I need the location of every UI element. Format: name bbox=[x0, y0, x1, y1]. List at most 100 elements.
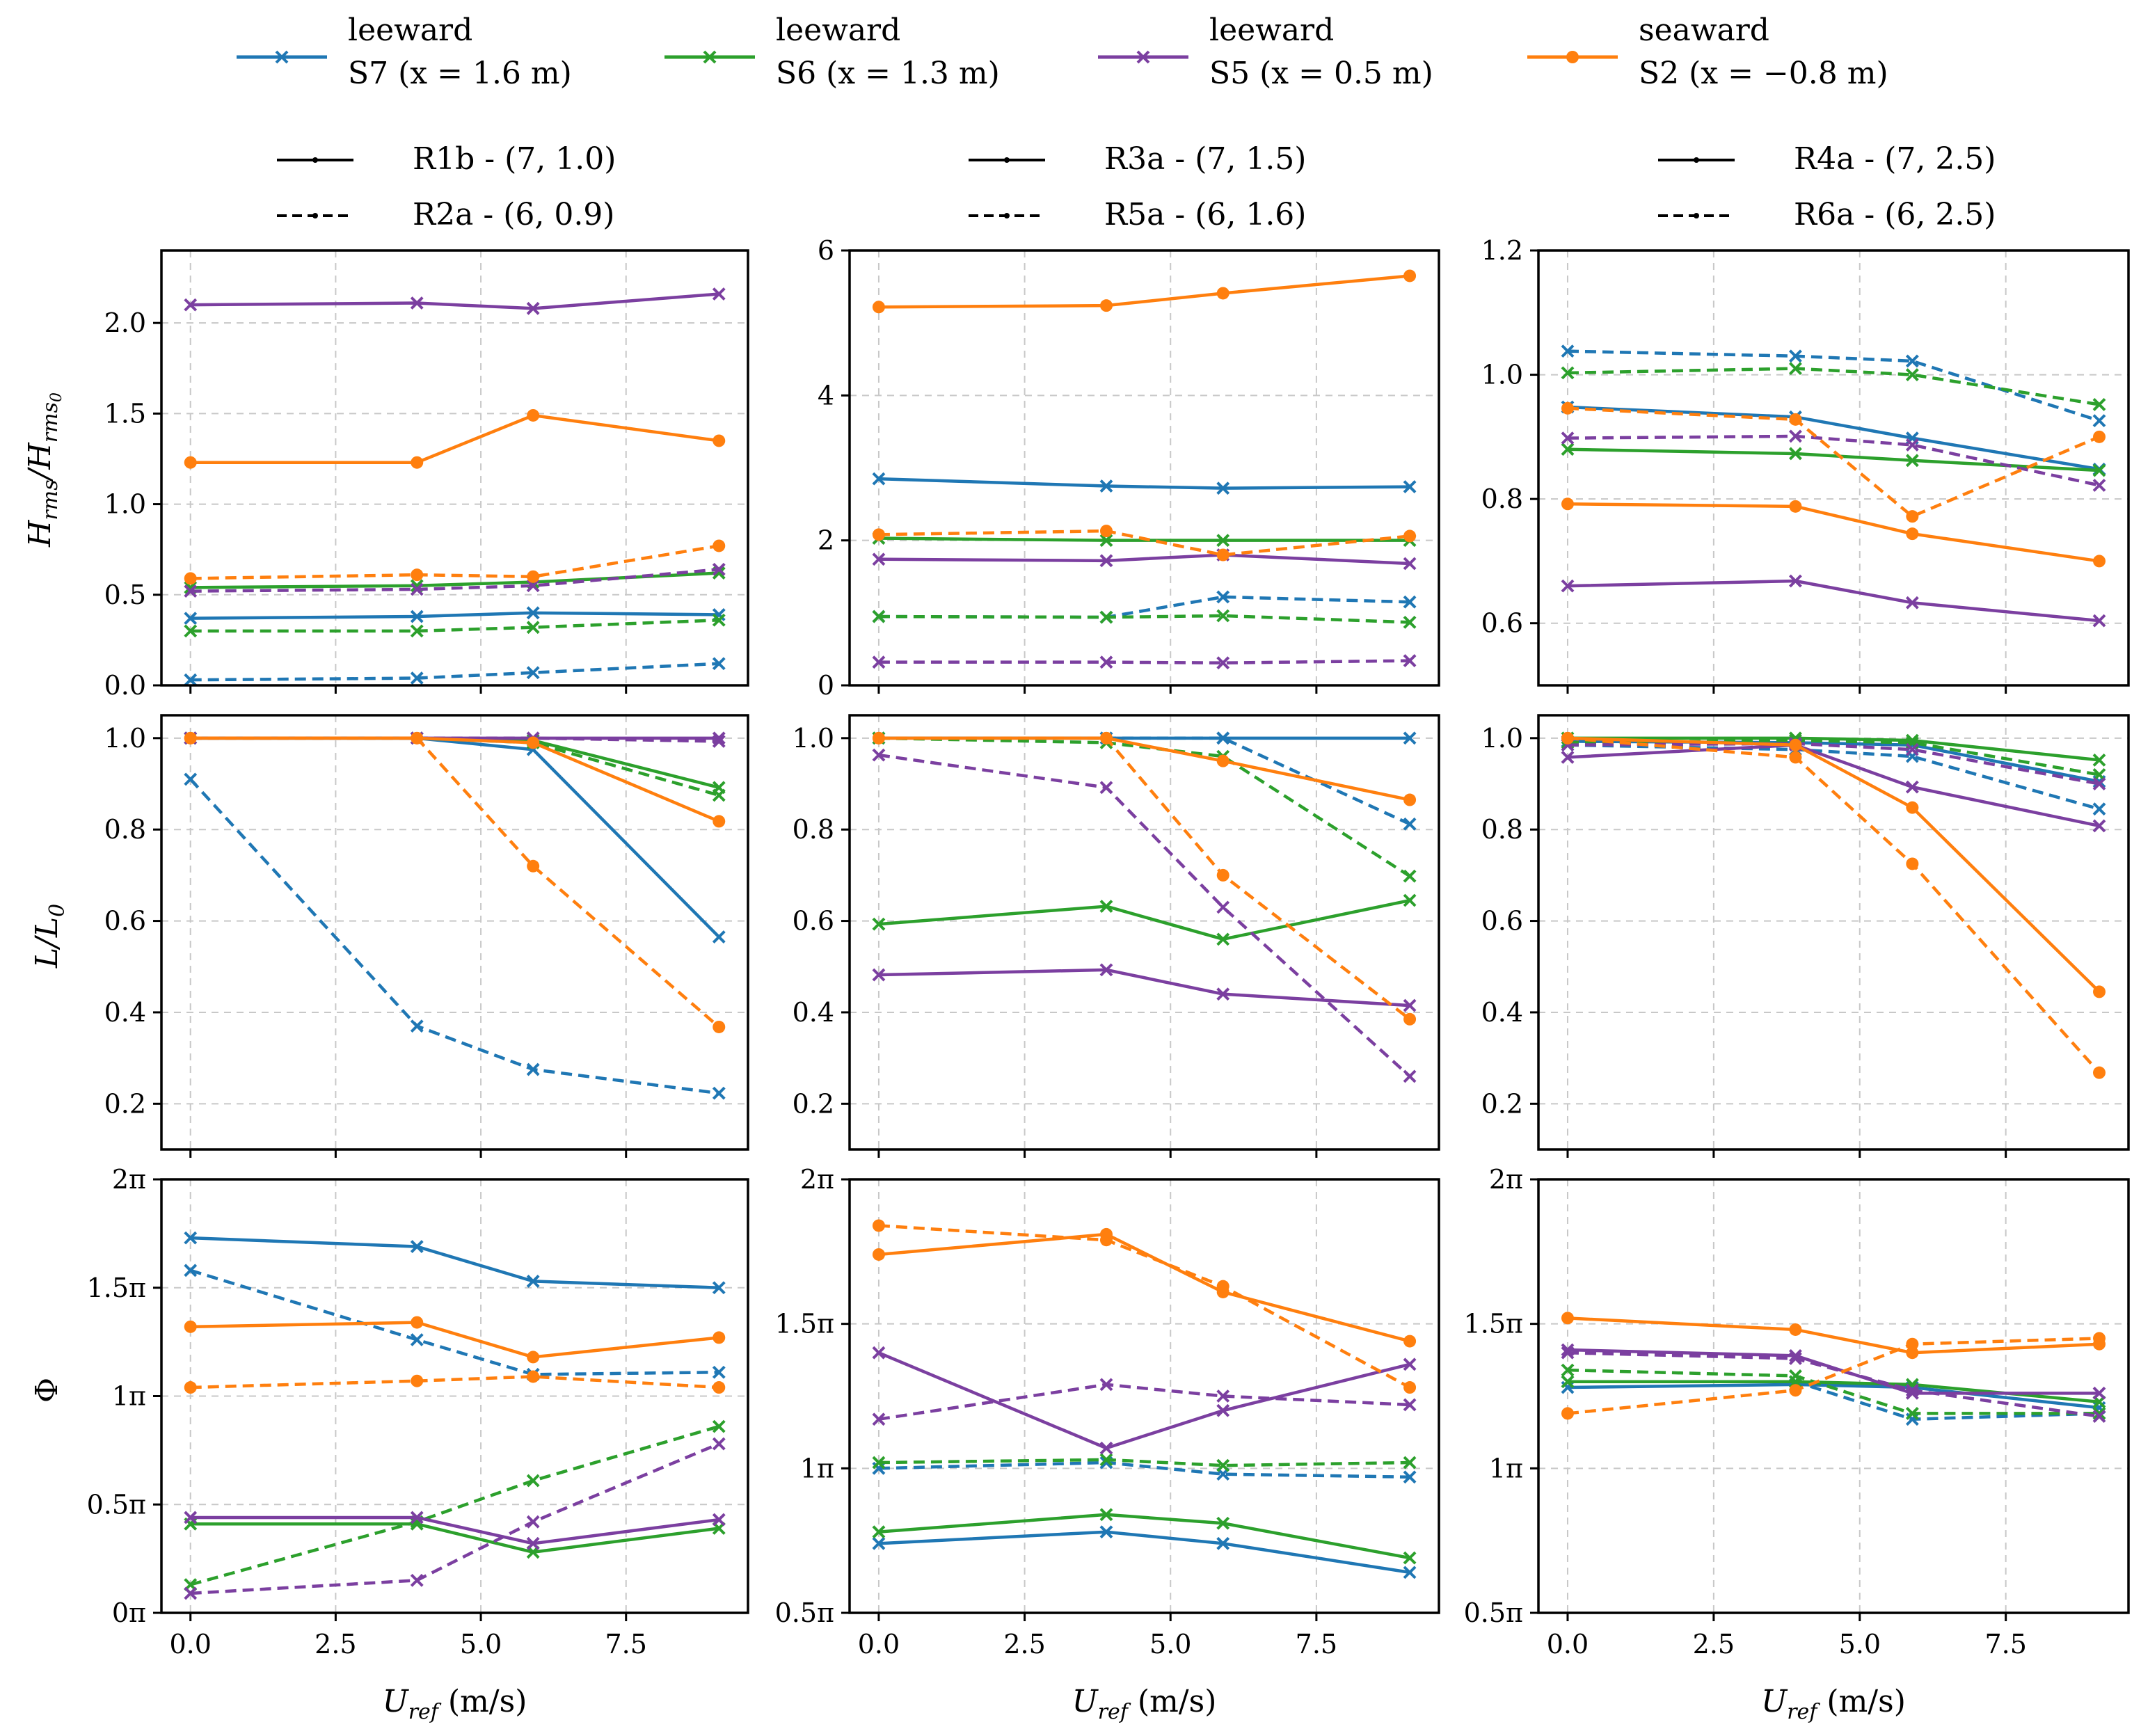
point-s7-solid bbox=[712, 608, 726, 621]
point-s2-dashed bbox=[1561, 731, 1574, 744]
point-s6-dashed bbox=[872, 610, 886, 623]
point-s6-dashed bbox=[526, 1474, 540, 1488]
run-legend-solid-label: R3a - (7, 1.5) bbox=[1104, 141, 1306, 177]
panel-r3-c1: 0.0 2.5 5.0 7.5 0π 0.5π 1π 1.5π 2π bbox=[87, 1164, 749, 1659]
point-s5-solid bbox=[1789, 574, 1802, 588]
series-s7-solid bbox=[1567, 1383, 2100, 1410]
row-label-phi: Φ bbox=[29, 1378, 65, 1403]
series-s5-dashed bbox=[190, 1442, 720, 1595]
point-s5-solid bbox=[184, 1511, 198, 1524]
point-s5-solid bbox=[872, 552, 886, 566]
y-tick-label: 0.8 bbox=[104, 814, 146, 845]
legend-marker bbox=[1136, 50, 1150, 64]
legend-item-s5: leeward S5 (x = 0.5 m) bbox=[1098, 13, 1433, 91]
run-legend-dashed-label: R5a - (6, 1.6) bbox=[1104, 197, 1306, 232]
point-s7-dashed bbox=[1403, 1470, 1417, 1484]
point-s6-dashed bbox=[1403, 1456, 1417, 1470]
point-s7-solid bbox=[1403, 480, 1417, 493]
legend-label-side: leeward bbox=[348, 13, 472, 48]
point-s2-dashed bbox=[713, 1381, 726, 1394]
point-s6-dashed bbox=[1099, 610, 1113, 624]
point-s5-solid bbox=[1099, 1441, 1113, 1455]
point-s7-solid bbox=[410, 1240, 424, 1253]
point-s2-solid bbox=[527, 736, 540, 749]
y-tick-label: 1.5 bbox=[104, 398, 146, 429]
point-s6-dashed bbox=[2092, 398, 2106, 411]
point-s7-dashed bbox=[526, 666, 540, 680]
point-s2-solid bbox=[872, 1248, 885, 1261]
point-s6-solid bbox=[1099, 534, 1113, 548]
point-s7-dashed bbox=[2092, 414, 2106, 428]
point-s7-dashed bbox=[1905, 354, 1919, 368]
point-s2-solid bbox=[184, 1320, 197, 1333]
y-tick-label: 0 bbox=[818, 670, 834, 701]
point-s6-solid bbox=[1561, 443, 1575, 456]
x-tick-label: 5.0 bbox=[1149, 1629, 1191, 1659]
series-s6-dashed bbox=[878, 1458, 1410, 1467]
panel-frame bbox=[1537, 1178, 2130, 1614]
series-s6-solid bbox=[878, 898, 1410, 941]
x-tick-label: 2.5 bbox=[1003, 1629, 1045, 1659]
station-legend: leeward S7 (x = 1.6 m) leeward S6 (x = 1.3 … bbox=[237, 13, 1888, 91]
point-s6-dashed bbox=[712, 613, 726, 627]
y-tick-label: 0.2 bbox=[793, 1088, 834, 1119]
point-s7-dashed bbox=[526, 1062, 540, 1076]
point-s5-dashed bbox=[526, 1515, 540, 1529]
point-s2-dashed bbox=[1906, 1337, 1919, 1351]
series-s6-solid bbox=[190, 1522, 719, 1554]
series-s7-solid bbox=[190, 611, 719, 620]
x-tick-label: 0.0 bbox=[858, 1629, 900, 1659]
y-tick-label: 1.0 bbox=[793, 723, 834, 754]
point-s2-solid bbox=[1403, 269, 1417, 282]
y-tick-label: 0.8 bbox=[1481, 814, 1523, 845]
series-s5-dashed bbox=[1567, 742, 2100, 786]
point-s5-solid bbox=[712, 1513, 726, 1527]
point-s6-dashed bbox=[1561, 1363, 1575, 1377]
series-s2-solid bbox=[878, 274, 1410, 309]
run-legend-dashed-marker bbox=[1694, 213, 1699, 218]
point-s7-dashed bbox=[1216, 590, 1230, 604]
series-s2-solid bbox=[190, 413, 719, 464]
panel-frame bbox=[160, 714, 749, 1151]
point-s6-dashed bbox=[410, 624, 424, 638]
point-s2-dashed bbox=[1906, 510, 1919, 523]
point-s6-solid bbox=[1216, 932, 1230, 946]
y-tick-label: 1π bbox=[112, 1381, 146, 1412]
point-s2-solid bbox=[411, 456, 424, 469]
point-s5-dashed bbox=[712, 1437, 726, 1451]
point-s2-solid bbox=[411, 1316, 424, 1329]
point-s2-solid bbox=[872, 301, 885, 314]
point-s2-solid bbox=[713, 815, 726, 828]
point-s2-dashed bbox=[411, 568, 424, 582]
series-s2-dashed bbox=[1567, 1337, 2100, 1415]
series-s5-dashed bbox=[878, 753, 1411, 1078]
point-s2-dashed bbox=[1561, 401, 1574, 415]
point-s7-solid bbox=[526, 606, 540, 620]
y-tick-label: 2π bbox=[800, 1164, 834, 1195]
y-tick-label: 0.6 bbox=[104, 906, 146, 937]
point-s2-dashed bbox=[2093, 430, 2106, 443]
series-s7-dashed bbox=[878, 1460, 1410, 1479]
point-s5-dashed bbox=[872, 748, 886, 762]
point-s7-dashed bbox=[410, 1333, 424, 1346]
y-tick-label: 1.5π bbox=[87, 1273, 146, 1303]
point-s2-dashed bbox=[1099, 1234, 1113, 1247]
point-s5-dashed bbox=[1403, 1398, 1417, 1412]
series-s5-solid bbox=[1567, 579, 2100, 623]
point-s5-dashed bbox=[1561, 1346, 1575, 1360]
series-s2-solid bbox=[190, 1321, 719, 1359]
point-s6-solid bbox=[872, 1525, 886, 1539]
point-s2-solid bbox=[713, 434, 726, 447]
point-s6-dashed bbox=[1561, 366, 1575, 380]
point-s2-solid bbox=[1561, 1312, 1574, 1325]
y-tick-label: 2.0 bbox=[104, 308, 146, 338]
point-s7-solid bbox=[184, 612, 198, 626]
point-s5-solid bbox=[1099, 554, 1113, 568]
series-s7-solid bbox=[1567, 405, 2100, 471]
point-s6-solid bbox=[1099, 900, 1113, 913]
point-s5-dashed bbox=[712, 735, 726, 748]
series-s6-solid bbox=[878, 1513, 1410, 1560]
series-s2-dashed bbox=[190, 736, 720, 1028]
x-tick-label: 0.0 bbox=[170, 1629, 212, 1659]
point-s5-solid bbox=[712, 287, 726, 301]
